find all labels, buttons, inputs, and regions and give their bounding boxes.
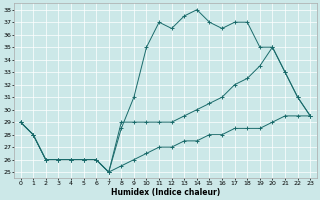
- X-axis label: Humidex (Indice chaleur): Humidex (Indice chaleur): [111, 188, 220, 197]
